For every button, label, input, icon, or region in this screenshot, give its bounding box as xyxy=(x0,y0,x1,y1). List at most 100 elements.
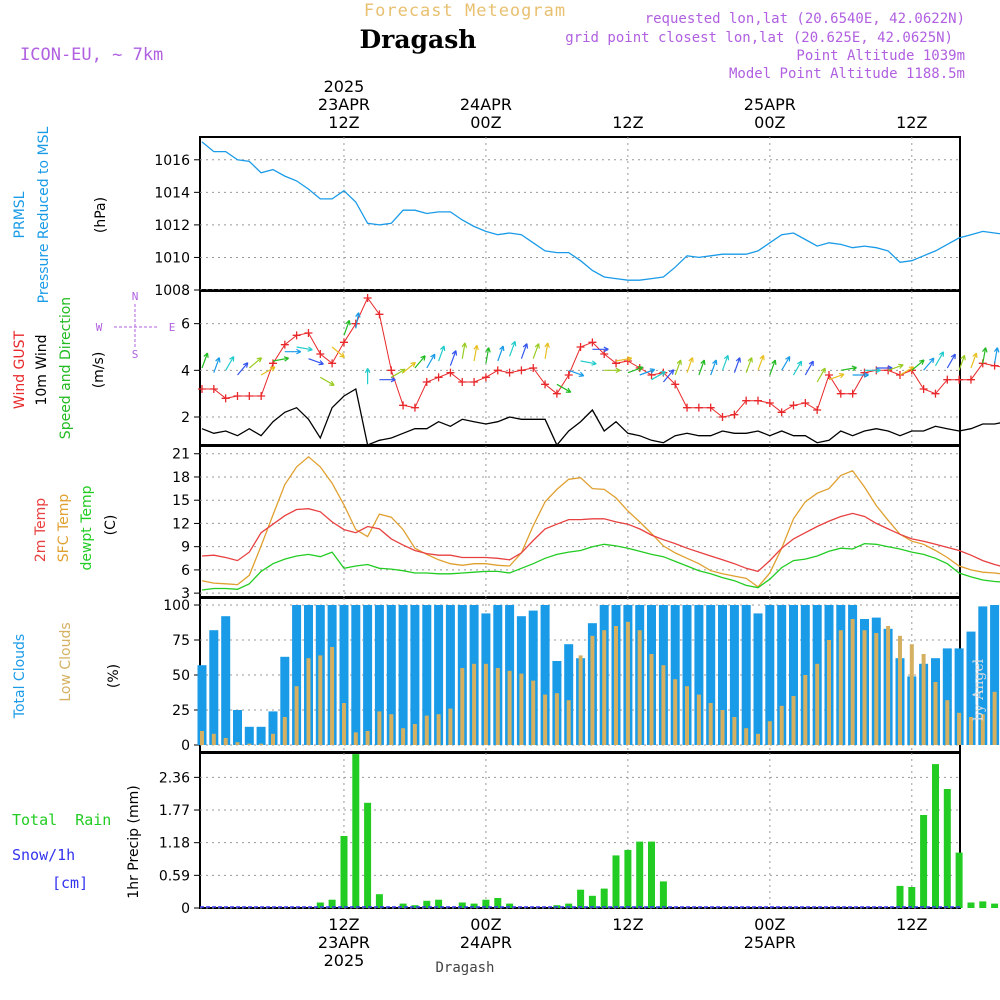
wind-direction-arrow xyxy=(296,346,313,352)
low-cloud-bar xyxy=(472,663,477,745)
precip-tick-label: 1.77 xyxy=(159,803,190,819)
total-cloud-bar xyxy=(268,711,278,745)
pressure-line xyxy=(201,141,1000,281)
wind-direction-arrow xyxy=(686,357,694,373)
rain-bar xyxy=(648,841,655,908)
wind-direction-arrow xyxy=(627,366,644,374)
rain-bar xyxy=(659,881,667,908)
wind-direction-arrow xyxy=(733,357,741,373)
wind-direction-arrow xyxy=(828,373,845,381)
wind-direction-arrow xyxy=(248,357,263,369)
pressure-labels: PRMSL Pressure Reduced to MSL (hPa) xyxy=(12,126,109,303)
wind-direction-arrow xyxy=(426,353,436,369)
low-cloud-bar xyxy=(602,630,607,745)
chart-title: Forecast Meteogram xyxy=(364,1,566,21)
top-time-label: 12Z xyxy=(896,113,927,132)
gust-marker xyxy=(316,350,325,358)
wind-tick-label: 6 xyxy=(181,317,190,333)
temp-frame xyxy=(199,445,961,598)
precip-labels: Total Rain Snow/1h [cm] 1hr Precip (mm) xyxy=(12,785,142,898)
rain-bar xyxy=(612,855,620,908)
wind-direction-arrow xyxy=(887,363,904,371)
total-cloud-bar xyxy=(682,605,692,745)
low-cloud-bar xyxy=(685,686,689,745)
temp-tick-label: 6 xyxy=(181,563,190,579)
total-cloud-bar xyxy=(528,610,538,745)
wind-direction-arrow xyxy=(532,343,540,359)
gust-marker xyxy=(257,392,266,400)
gust-marker xyxy=(198,385,206,393)
compass-w: W xyxy=(96,321,103,334)
compass-rose: N S W E xyxy=(96,290,176,361)
low-cloud-bar xyxy=(259,743,264,745)
wind-direction-arrow xyxy=(804,360,814,376)
total-cloud-bar xyxy=(741,605,751,745)
rain-bar xyxy=(600,888,608,908)
low-cloud-bar xyxy=(886,626,891,745)
low-cloud-bar xyxy=(365,731,370,745)
cloud-label-2: Low Clouds xyxy=(58,622,74,701)
low-cloud-bar xyxy=(235,742,240,745)
total-cloud-bar xyxy=(990,605,1000,745)
low-cloud-bar xyxy=(448,708,453,745)
location-title: Dragash xyxy=(360,25,477,54)
total-cloud-bar xyxy=(445,605,455,745)
wind-direction-arrow xyxy=(923,357,935,371)
grid-point: grid point closest lon,lat (20.625E, 42.… xyxy=(565,30,953,46)
total-cloud-bar xyxy=(670,605,680,745)
wind-direction-arrow xyxy=(911,359,925,371)
top-time-label: 25APR xyxy=(744,95,796,114)
pressure-tick-label: 1010 xyxy=(154,250,190,266)
bottom-time-label: 12Z xyxy=(896,915,927,934)
total-cloud-bar xyxy=(410,605,420,745)
total-cloud-bar xyxy=(540,605,550,745)
gust-marker xyxy=(446,368,455,377)
low-cloud-bar xyxy=(389,714,394,745)
temp-tick-label: 12 xyxy=(172,516,190,532)
gust-marker xyxy=(718,413,727,421)
rain-bar xyxy=(932,764,939,908)
low-cloud-bar xyxy=(318,655,323,745)
temp-tick-label: 3 xyxy=(181,586,190,602)
low-cloud-bar xyxy=(779,705,784,745)
bottom-time-axis: 12Z23APR202500Z24APR12Z00Z25APR12Z00Z26A… xyxy=(318,915,928,970)
gust-marker xyxy=(339,338,348,347)
wind-direction-arrow xyxy=(792,360,803,376)
low-cloud-bar xyxy=(957,712,962,745)
low-cloud-bar xyxy=(850,619,855,745)
low-cloud-bar xyxy=(992,691,997,745)
gust-marker xyxy=(836,389,845,398)
gust-marker xyxy=(233,392,242,400)
top-time-axis: 202523APR12Z24APR00Z12Z25APR00Z12Z26APR0… xyxy=(318,77,928,132)
low-cloud-bar xyxy=(282,717,287,745)
pressure-tick-label: 1012 xyxy=(154,218,190,234)
wind-direction-arrow xyxy=(438,345,446,362)
clouds-panel: 0 25 50 75 100 xyxy=(163,597,1000,754)
wind-direction-arrow xyxy=(970,352,978,369)
rain-bar xyxy=(565,903,573,908)
low-cloud-bar xyxy=(353,732,358,745)
low-cloud-bar xyxy=(637,630,642,745)
wind-panel: 2 4 6 xyxy=(181,290,1000,447)
wind-direction-arrow xyxy=(355,312,361,329)
low-cloud-bar xyxy=(732,717,737,745)
low-cloud-bar xyxy=(531,680,536,745)
gust-marker xyxy=(410,403,419,412)
rain-bar xyxy=(943,789,951,908)
low-cloud-bar xyxy=(874,633,879,745)
low-cloud-bar xyxy=(519,673,524,745)
wind-direction-arrow xyxy=(592,346,609,353)
gust-marker xyxy=(742,396,751,405)
total-cloud-bar xyxy=(753,613,763,745)
total-cloud-bar xyxy=(209,630,219,745)
clouds-tick-label: 25 xyxy=(172,703,190,719)
gust-marker xyxy=(552,389,561,398)
bottom-time-label: 25APR xyxy=(744,933,796,952)
low-cloud-bar xyxy=(342,703,346,745)
wind-direction-arrow xyxy=(485,347,491,364)
gust-marker xyxy=(422,378,431,386)
wind-direction-arrow xyxy=(852,372,869,378)
low-cloud-bar xyxy=(554,693,559,745)
gust-marker xyxy=(375,310,384,319)
top-time-label: 00Z xyxy=(754,113,785,132)
